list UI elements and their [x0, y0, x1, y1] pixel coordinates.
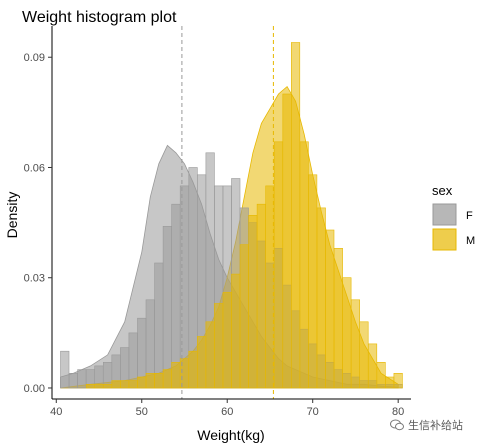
- histogram-bar-m: [376, 361, 386, 389]
- histogram-bar-m: [94, 383, 104, 389]
- histogram-bar-m: [282, 93, 292, 389]
- histogram-bar-m: [367, 343, 378, 389]
- y-tick-label: 0.03: [24, 273, 45, 285]
- histogram-bar-m: [299, 141, 309, 389]
- histogram-bar-m: [120, 380, 130, 389]
- legend-label-m: M: [466, 235, 475, 247]
- histogram-bar-m: [85, 383, 95, 389]
- histogram-bar-m: [239, 244, 249, 389]
- histogram-bar-m: [273, 141, 284, 389]
- histogram-bar-m: [316, 207, 326, 389]
- legend-label-f: F: [466, 210, 473, 222]
- histogram-bar-m: [103, 383, 113, 389]
- histogram-bar-m: [171, 361, 181, 389]
- axes: 40 50 60 70 80 0.00 0.03 0.06 0.09: [24, 26, 411, 418]
- histogram-bar-m: [290, 42, 301, 389]
- histogram-bar-m: [145, 372, 155, 389]
- legend-title: sex: [432, 183, 453, 198]
- histogram-bar-m: [128, 380, 138, 389]
- histogram-bar-m: [205, 321, 215, 389]
- y-tick-label: 0.09: [24, 52, 45, 64]
- y-axis-title: Density: [4, 192, 20, 239]
- histogram-bar-m: [137, 376, 147, 389]
- histogram-bar-f: [162, 226, 172, 389]
- histogram-bar-m: [393, 372, 403, 389]
- legend-key-f: [432, 203, 457, 226]
- histogram-bar-m: [350, 299, 361, 389]
- histogram-bar-f: [128, 332, 138, 389]
- histogram-bar-f: [60, 350, 70, 389]
- histogram-bar-m: [248, 215, 258, 389]
- histogram-bar-m: [308, 174, 318, 389]
- chart-title: Weight histogram plot: [22, 9, 177, 26]
- histogram-bar-m: [385, 376, 395, 389]
- plot-area: [60, 26, 403, 399]
- x-tick-label: 70: [307, 406, 319, 418]
- histogram-bar-m: [231, 273, 241, 389]
- legend: sex F M: [432, 183, 475, 251]
- histogram-bar-m: [111, 380, 121, 389]
- watermark-text: 生信补给站: [408, 420, 463, 432]
- histogram-bar-m: [222, 292, 232, 389]
- histogram-bar-m: [256, 203, 266, 389]
- x-axis-title: Weight(kg): [197, 427, 264, 443]
- legend-key-m: [432, 228, 457, 251]
- histogram-bar-m: [359, 321, 369, 389]
- histogram-bar-m: [197, 336, 207, 389]
- histogram-bar-f: [77, 369, 87, 389]
- histogram-series-m: [85, 42, 403, 389]
- histogram-bar-m: [214, 303, 224, 389]
- histogram-bar-m: [154, 372, 164, 389]
- histogram-bar-m: [325, 229, 335, 389]
- x-tick-label: 60: [221, 406, 233, 418]
- histogram-bar-m: [162, 369, 172, 389]
- histogram-bar-f: [68, 372, 78, 389]
- watermark: 生信补给站: [390, 417, 463, 433]
- x-tick-label: 40: [50, 406, 62, 418]
- histogram-bar-m: [342, 277, 352, 389]
- wechat-icon: [390, 419, 404, 431]
- x-tick-label: 50: [136, 406, 148, 418]
- y-tick-label: 0.06: [24, 162, 45, 174]
- histogram-bar-m: [188, 350, 198, 389]
- x-tick-label: 80: [392, 406, 404, 418]
- histogram-bar-f: [171, 203, 181, 389]
- y-tick-label: 0.00: [24, 383, 45, 395]
- histogram-bar-m: [333, 248, 343, 389]
- histogram-bar-f: [154, 262, 164, 389]
